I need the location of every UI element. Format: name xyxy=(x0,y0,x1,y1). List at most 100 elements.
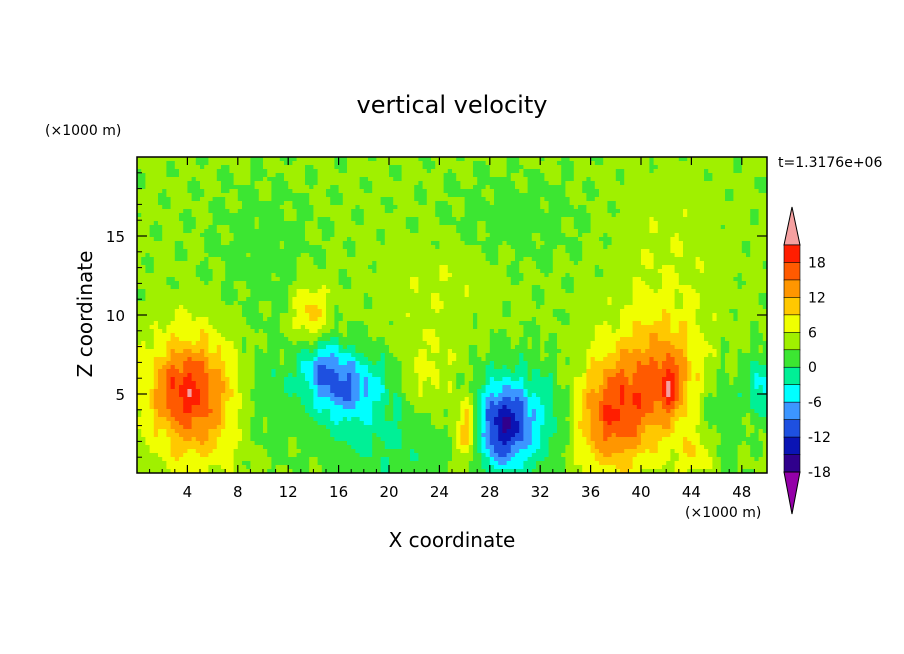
heatmap-cell xyxy=(519,221,524,226)
heatmap-cell xyxy=(636,209,642,214)
heatmap-cell xyxy=(636,169,642,174)
heatmap-cell xyxy=(447,161,453,166)
heatmap-cell xyxy=(674,269,680,274)
heatmap-cell xyxy=(737,201,743,206)
heatmap-cell xyxy=(137,253,142,258)
heatmap-cell xyxy=(565,193,570,198)
heatmap-cell xyxy=(611,273,617,278)
heatmap-cell xyxy=(468,281,474,286)
heatmap-cell xyxy=(300,265,306,270)
heatmap-cell xyxy=(666,225,671,230)
heatmap-cell xyxy=(573,253,579,258)
heatmap-cell xyxy=(758,261,764,266)
heatmap-cell xyxy=(292,265,297,270)
heatmap-cell xyxy=(607,237,612,242)
heatmap-cell xyxy=(263,249,268,254)
heatmap-cell xyxy=(368,205,373,210)
heatmap-cell xyxy=(691,185,696,190)
heatmap-cell xyxy=(166,169,171,174)
heatmap-cell xyxy=(141,165,146,170)
heatmap-cell xyxy=(174,173,180,178)
heatmap-cell xyxy=(708,197,713,202)
heatmap-cell xyxy=(594,265,600,270)
heatmap-cell xyxy=(296,281,302,286)
heatmap-cell xyxy=(288,221,293,226)
heatmap-cell xyxy=(758,229,764,234)
heatmap-cell xyxy=(519,181,524,186)
heatmap-cell xyxy=(544,281,549,286)
heatmap-cell xyxy=(557,285,562,290)
heatmap-cell xyxy=(569,241,575,246)
heatmap-cell xyxy=(363,253,369,258)
heatmap-cell xyxy=(439,173,444,178)
heatmap-cell xyxy=(355,265,360,270)
heatmap-cell xyxy=(729,205,734,210)
heatmap-cell xyxy=(258,157,264,162)
heatmap-cell xyxy=(166,177,171,182)
heatmap-cell xyxy=(233,157,239,162)
heatmap-cell xyxy=(355,277,360,282)
heatmap-cell xyxy=(603,181,608,186)
heatmap-cell xyxy=(506,161,512,166)
heatmap-cell xyxy=(363,229,369,234)
heatmap-cell xyxy=(300,193,306,198)
heatmap-cell xyxy=(347,273,352,278)
heatmap-cell xyxy=(179,229,184,234)
heatmap-cell xyxy=(678,197,684,202)
heatmap-cell xyxy=(317,281,323,286)
heatmap-cell xyxy=(762,193,768,198)
heatmap-cell xyxy=(464,225,470,230)
heatmap-cell xyxy=(649,237,654,242)
heatmap-cell xyxy=(380,185,386,190)
heatmap-cell xyxy=(666,173,671,178)
heatmap-cell xyxy=(540,165,545,170)
heatmap-cell xyxy=(645,169,650,174)
heatmap-cell xyxy=(599,205,604,210)
heatmap-cell xyxy=(426,257,432,262)
heatmap-cell xyxy=(750,157,755,162)
heatmap-cell xyxy=(544,193,549,198)
heatmap-cell xyxy=(582,265,587,270)
heatmap-cell xyxy=(258,257,264,262)
heatmap-cell xyxy=(481,229,486,234)
heatmap-cell xyxy=(674,169,680,174)
heatmap-cell xyxy=(569,157,575,162)
heatmap-cell xyxy=(431,285,436,290)
heatmap-cell xyxy=(334,233,339,238)
heatmap-cell xyxy=(607,213,612,218)
heatmap-cell xyxy=(300,169,306,174)
heatmap-cell xyxy=(242,277,247,282)
heatmap-cell xyxy=(141,289,146,294)
heatmap-cell xyxy=(531,261,537,266)
heatmap-cell xyxy=(216,269,222,274)
heatmap-cell xyxy=(246,225,251,230)
heatmap-cell xyxy=(603,273,608,278)
heatmap-cell xyxy=(393,217,398,222)
heatmap-cell xyxy=(263,161,268,166)
heatmap-cell xyxy=(582,161,587,166)
heatmap-cell xyxy=(229,289,234,294)
heatmap-cell xyxy=(435,237,440,242)
heatmap-cell xyxy=(628,241,633,246)
heatmap-cell xyxy=(641,249,646,254)
heatmap-cell xyxy=(372,245,377,250)
heatmap-cell xyxy=(347,221,352,226)
heatmap-cell xyxy=(153,285,159,290)
heatmap-cell xyxy=(284,225,289,230)
heatmap-cell xyxy=(195,257,201,262)
heatmap-cell xyxy=(183,269,188,274)
heatmap-cell xyxy=(691,273,696,278)
heatmap-cell xyxy=(502,201,507,206)
heatmap-cell xyxy=(716,249,722,254)
heatmap-cell xyxy=(166,225,171,230)
heatmap-cell xyxy=(502,281,507,286)
heatmap-cell xyxy=(657,281,663,286)
heatmap-cell xyxy=(649,229,654,234)
heatmap-cell xyxy=(183,257,188,262)
heatmap-cell xyxy=(460,161,465,166)
heatmap-cell xyxy=(519,241,524,246)
heatmap-cell xyxy=(716,225,722,230)
heatmap-cell xyxy=(620,273,625,278)
heatmap-cell xyxy=(174,201,180,206)
heatmap-cell xyxy=(418,277,423,282)
